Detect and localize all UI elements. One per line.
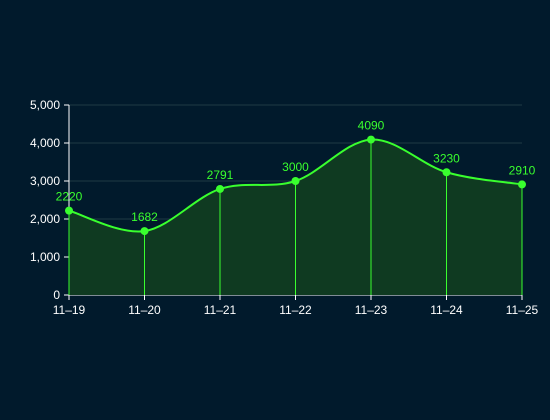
x-tick-label: 11–24 — [430, 303, 463, 317]
data-point — [216, 184, 224, 193]
x-tick-label: 11–22 — [279, 303, 312, 317]
data-label: 2791 — [207, 168, 234, 182]
data-point — [140, 227, 149, 236]
y-tick-label: 5,000 — [30, 98, 60, 112]
x-tick-label: 11–23 — [355, 303, 388, 317]
x-tick-label: 11–25 — [506, 303, 539, 317]
data-label: 2220 — [56, 190, 83, 204]
y-tick-label: 0 — [53, 288, 60, 302]
data-point — [518, 180, 526, 189]
data-label: 4090 — [358, 119, 385, 133]
x-tick-label: 11–21 — [204, 303, 237, 317]
y-tick-label: 3,000 — [30, 174, 60, 188]
y-tick-label: 2,000 — [30, 212, 60, 226]
data-point — [291, 177, 300, 185]
data-label: 3000 — [282, 160, 309, 174]
y-tick-label: 1,000 — [30, 250, 60, 264]
data-point — [65, 206, 73, 215]
x-tick-label: 11–20 — [128, 303, 161, 317]
x-tick-label: 11–19 — [53, 303, 86, 317]
data-label: 1682 — [131, 210, 158, 224]
data-point — [367, 135, 375, 144]
data-label: 3230 — [433, 151, 460, 165]
y-tick-label: 4,000 — [30, 136, 60, 150]
data-label: 2910 — [509, 163, 536, 177]
data-point — [442, 168, 451, 177]
